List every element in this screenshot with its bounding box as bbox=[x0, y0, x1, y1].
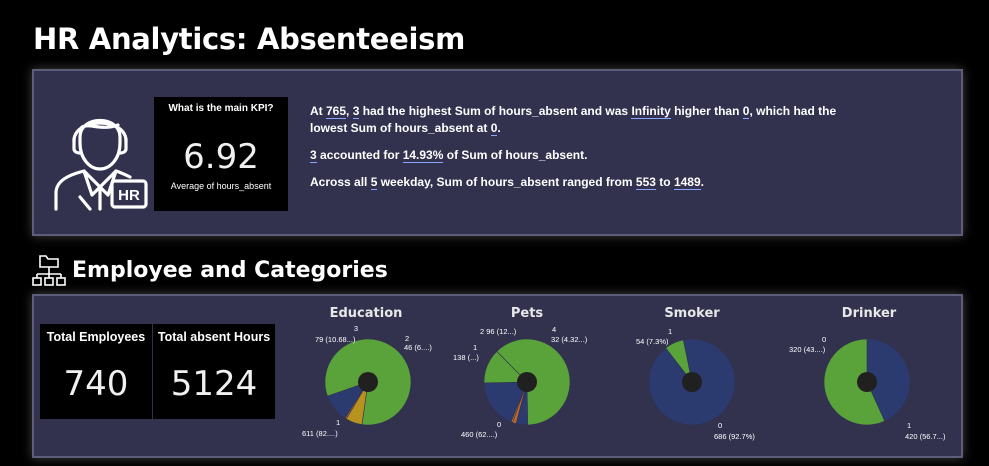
donut-hole bbox=[358, 372, 378, 392]
org-chart-icon bbox=[32, 255, 66, 286]
narrative-paragraph-2: 3 accounted for 14.93% of Sum of hours_a… bbox=[310, 147, 870, 164]
smoker-chart-title: Smoker bbox=[664, 306, 720, 321]
donut-hole bbox=[682, 372, 702, 392]
hr-person-icon: HR bbox=[54, 118, 148, 211]
narrative-value: 0 bbox=[490, 121, 498, 136]
narrative-paragraph-1: At 765, 3 had the highest Sum of hours_a… bbox=[310, 103, 870, 137]
donut-hole bbox=[517, 372, 537, 392]
donut-slice-4[interactable] bbox=[344, 381, 369, 420]
education-chart-title: Education bbox=[329, 306, 403, 321]
chart-data-label: 1 bbox=[473, 343, 477, 352]
chart-data-label: 686 (92.7%) bbox=[714, 432, 755, 441]
donut-hole bbox=[857, 372, 877, 392]
narrative-text: higher than bbox=[670, 104, 743, 118]
narrative-value: 3 bbox=[352, 104, 360, 119]
kpi-panel: HR What is the main KPI? 6.92 Average of… bbox=[32, 69, 963, 236]
narrative-value: 3 bbox=[310, 148, 317, 163]
total-employees-card[interactable]: Total Employees 740 bbox=[40, 324, 152, 419]
chart-data-label: 4 bbox=[552, 325, 556, 334]
chart-data-label: 1 bbox=[907, 421, 911, 430]
narrative-value: 5 bbox=[370, 175, 378, 190]
donut-slice-8[interactable] bbox=[510, 381, 528, 423]
narrative-text: , which had the lowest Sum of hours_abse… bbox=[310, 104, 837, 135]
chart-data-label: 79 (10.68...) bbox=[315, 335, 356, 344]
chart-data-label: 320 (43....) bbox=[789, 345, 826, 354]
chart-data-label: 420 (56.7...) bbox=[905, 432, 946, 441]
total-employees-label: Total Employees bbox=[46, 330, 146, 344]
chart-data-label: 0 bbox=[497, 420, 501, 429]
chart-data-label: 32 (4.32...) bbox=[551, 335, 588, 344]
smart-narrative: At 765, 3 had the highest Sum of hours_a… bbox=[310, 103, 870, 201]
chart-data-label: 0 bbox=[718, 421, 722, 430]
narrative-value: 765 bbox=[326, 104, 347, 119]
smoker-donut-chart[interactable]: 1 54 (7.3%) 0 686 (92.7%) bbox=[604, 320, 784, 460]
narrative-text: accounted for bbox=[316, 148, 403, 162]
narrative-text: At bbox=[310, 104, 326, 118]
narrative-text: to bbox=[655, 175, 674, 189]
total-absent-hours-label: Total absent Hours bbox=[157, 330, 271, 344]
chart-data-label: 2 bbox=[405, 334, 409, 343]
donut-slice-1[interactable] bbox=[823, 338, 886, 426]
chart-data-label: 1 bbox=[336, 418, 340, 427]
narrative-value: 14.93% bbox=[402, 148, 444, 163]
categories-panel: Total Employees 740 Total absent Hours 5… bbox=[32, 294, 963, 458]
narrative-value: 553 bbox=[635, 175, 656, 190]
chart-data-label: 3 bbox=[354, 324, 358, 333]
kpi-caption: Average of hours_absent bbox=[170, 181, 272, 191]
svg-text:HR: HR bbox=[118, 187, 140, 204]
narrative-text: . bbox=[497, 121, 501, 135]
total-absent-hours-value: 5124 bbox=[170, 364, 258, 404]
narrative-paragraph-3: Across all 5 weekday, Sum of hours_absen… bbox=[310, 174, 870, 191]
donut-slice-1[interactable] bbox=[483, 381, 528, 423]
drinker-donut-chart[interactable]: 0 320 (43....) 1 420 (56.7...) bbox=[779, 320, 959, 460]
donut-slice-0[interactable] bbox=[866, 338, 911, 422]
kpi-value: 6.92 bbox=[183, 137, 259, 177]
narrative-text: . bbox=[700, 175, 704, 189]
narrative-value: 1489 bbox=[673, 175, 701, 190]
kpi-question: What is the main KPI? bbox=[168, 103, 274, 114]
drinker-chart-title: Drinker bbox=[841, 306, 897, 321]
narrative-text: had the highest Sum of hours_absent and … bbox=[359, 104, 632, 118]
chart-data-label: 460 (62....) bbox=[461, 430, 498, 439]
chart-data-label: 611 (82....) bbox=[302, 429, 338, 438]
chart-data-label: 138 (...) bbox=[453, 353, 479, 362]
narrative-text: Across all bbox=[310, 175, 371, 189]
narrative-text: , bbox=[346, 104, 353, 118]
narrative-text: weekday, Sum of hours_absent ranged from bbox=[377, 175, 636, 189]
narrative-value: 0 bbox=[742, 104, 750, 119]
chart-data-label: 54 (7.3%) bbox=[636, 337, 669, 346]
education-donut-chart[interactable]: 3 79 (10.68...) 2 46 (6....) 1 611 (82..… bbox=[280, 320, 460, 460]
narrative-value: Infinity bbox=[631, 104, 671, 119]
narrative-text: of Sum of hours_absent. bbox=[443, 148, 588, 162]
kpi-card[interactable]: What is the main KPI? 6.92 Average of ho… bbox=[154, 97, 288, 211]
pets-chart-title: Pets bbox=[510, 306, 544, 321]
section-title: Employee and Categories bbox=[72, 258, 388, 283]
pets-donut-chart[interactable]: 2 96 (12...) 4 32 (4.32...) 1 138 (...) … bbox=[439, 320, 619, 460]
chart-data-label: 1 bbox=[668, 327, 672, 336]
chart-data-label: 0 bbox=[822, 335, 826, 344]
chart-data-label: 46 (6....) bbox=[404, 343, 432, 352]
chart-data-label: 2 96 (12...) bbox=[480, 327, 517, 336]
total-absent-hours-card[interactable]: Total absent Hours 5124 bbox=[153, 324, 275, 419]
total-employees-value: 740 bbox=[63, 364, 129, 404]
page-title: HR Analytics: Absenteeism bbox=[33, 22, 466, 56]
